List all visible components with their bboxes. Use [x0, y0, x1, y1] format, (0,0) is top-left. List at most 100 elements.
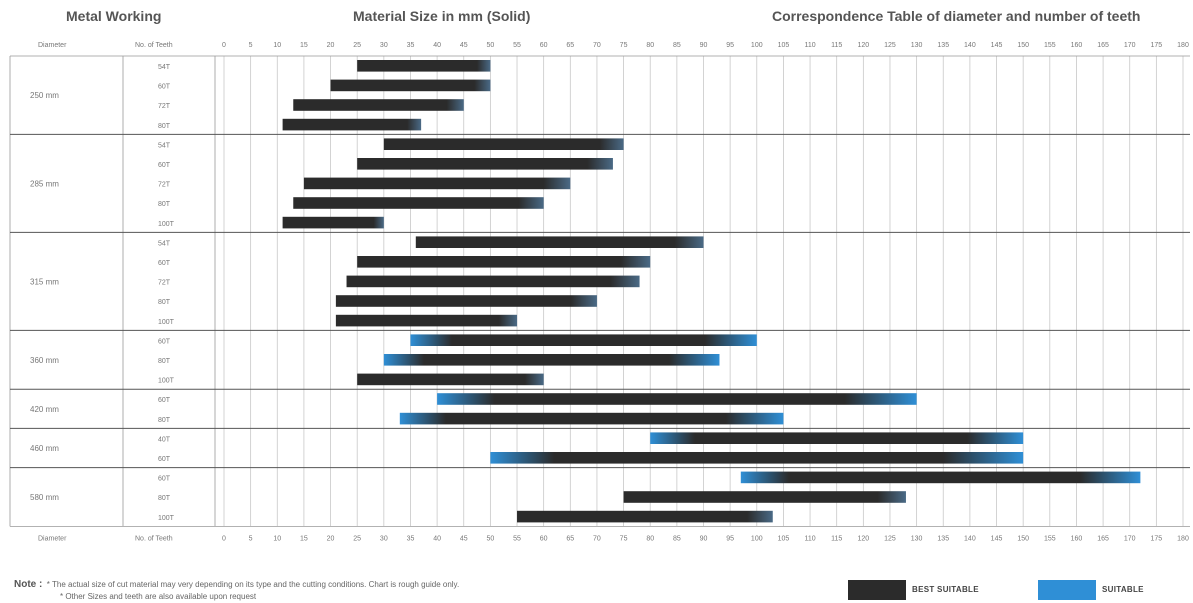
x-tick-label-top: 100: [751, 42, 763, 49]
x-tick-label-bottom: 35: [407, 535, 415, 542]
range-bar: [357, 373, 544, 386]
x-tick-label-bottom: 30: [380, 535, 388, 542]
range-bar: [282, 118, 422, 131]
x-tick-label-bottom: 0: [222, 535, 226, 542]
x-tick-label-bottom: 25: [353, 535, 361, 542]
x-tick-label-bottom: 120: [857, 535, 869, 542]
teeth-label: 54T: [158, 64, 171, 71]
teeth-label: 60T: [158, 397, 171, 404]
x-tick-label-bottom: 50: [486, 535, 494, 542]
diameter-label: 360 mm: [30, 356, 59, 365]
teeth-label: 72T: [158, 103, 171, 110]
x-tick-label-bottom: 90: [700, 535, 708, 542]
legend-best-swatch: [848, 580, 906, 600]
x-tick-label-bottom: 15: [300, 535, 308, 542]
range-bar-chart: 0055101015152020252530303535404045455050…: [9, 42, 1190, 542]
x-tick-label-bottom: 80: [646, 535, 654, 542]
x-tick-label-bottom: 155: [1044, 535, 1056, 542]
x-tick-label-top: 30: [380, 42, 388, 49]
legend-suitable-label: SUITABLE: [1102, 585, 1144, 594]
x-tick-label-top: 35: [407, 42, 415, 49]
teeth-label: 100T: [158, 319, 175, 326]
diameter-label: 285 mm: [30, 179, 59, 188]
x-tick-label-top: 5: [249, 42, 253, 49]
x-tick-label-top: 170: [1124, 42, 1136, 49]
x-tick-label-bottom: 115: [831, 535, 842, 542]
x-tick-label-top: 95: [726, 42, 734, 49]
x-tick-label-bottom: 75: [620, 535, 628, 542]
teeth-label: 60T: [158, 260, 171, 267]
range-bar: [335, 314, 518, 327]
x-tick-label-bottom: 175: [1151, 535, 1163, 542]
x-tick-label-bottom: 5: [249, 535, 253, 542]
x-tick-label-top: 50: [486, 42, 494, 49]
teeth-label: 60T: [158, 84, 171, 91]
x-tick-label-top: 90: [700, 42, 708, 49]
x-tick-label-bottom: 170: [1124, 535, 1136, 542]
range-bar: [346, 275, 640, 288]
range-bar: [415, 236, 704, 248]
x-tick-label-top: 125: [884, 42, 896, 49]
range-bar: [399, 412, 784, 425]
x-tick-label-top: 60: [540, 42, 548, 49]
x-tick-label-bottom: 100: [751, 535, 763, 542]
x-tick-label-top: 105: [778, 42, 790, 49]
diameter-label: 420 mm: [30, 405, 59, 414]
x-tick-label-bottom: 70: [593, 535, 601, 542]
teeth-column-footer: No. of Teeth: [135, 535, 173, 542]
range-bar: [437, 393, 917, 405]
x-tick-label-bottom: 105: [778, 535, 790, 542]
teeth-label: 60T: [158, 476, 171, 483]
x-tick-label-bottom: 40: [433, 535, 441, 542]
x-tick-label-bottom: 10: [273, 535, 281, 542]
x-tick-label-top: 45: [460, 42, 468, 49]
x-tick-label-top: 10: [273, 42, 281, 49]
x-tick-label-top: 120: [857, 42, 869, 49]
x-tick-label-bottom: 145: [991, 535, 1003, 542]
x-tick-label-bottom: 150: [1017, 535, 1029, 542]
header-correspondence-table: Correspondence Table of diameter and num…: [772, 8, 1141, 24]
range-bar: [282, 216, 384, 229]
teeth-label: 54T: [158, 142, 171, 149]
x-tick-label-top: 140: [964, 42, 976, 49]
x-tick-label-bottom: 140: [964, 535, 976, 542]
x-tick-label-top: 40: [433, 42, 441, 49]
x-tick-label-top: 115: [831, 42, 842, 49]
x-tick-label-bottom: 165: [1097, 535, 1109, 542]
x-tick-label-bottom: 160: [1071, 535, 1083, 542]
teeth-column-header: No. of Teeth: [135, 42, 173, 49]
range-bar: [383, 138, 624, 150]
teeth-label: 60T: [158, 162, 171, 169]
x-tick-label-top: 85: [673, 42, 681, 49]
x-tick-label-top: 25: [353, 42, 361, 49]
x-tick-label-top: 110: [804, 42, 815, 49]
x-tick-label-top: 75: [620, 42, 628, 49]
header-metal-working: Metal Working: [66, 8, 162, 24]
note-line-2: * Other Sizes and teeth are also availab…: [60, 592, 257, 601]
teeth-label: 80T: [158, 358, 171, 365]
note-line-1: Note : * The actual size of cut material…: [14, 579, 459, 590]
teeth-label: 80T: [158, 201, 171, 208]
x-tick-label-top: 155: [1044, 42, 1056, 49]
x-tick-label-top: 65: [566, 42, 574, 49]
teeth-label: 80T: [158, 299, 171, 306]
x-tick-label-bottom: 65: [566, 535, 574, 542]
range-bar: [383, 354, 720, 366]
x-tick-label-top: 160: [1071, 42, 1083, 49]
chart-title: Material Size in mm (Solid): [353, 8, 531, 24]
x-tick-label-top: 175: [1151, 42, 1163, 49]
teeth-label: 80T: [158, 417, 171, 424]
range-bar: [740, 471, 1141, 484]
teeth-label: 100T: [158, 515, 175, 522]
x-tick-label-top: 135: [937, 42, 949, 49]
x-tick-label-top: 180: [1177, 42, 1189, 49]
legend-suitable-swatch: [1038, 580, 1096, 600]
range-bar: [293, 197, 544, 209]
x-tick-label-bottom: 130: [911, 535, 923, 542]
range-bar: [650, 432, 1024, 444]
x-tick-label-bottom: 180: [1177, 535, 1189, 542]
x-tick-label-bottom: 95: [726, 535, 734, 542]
diameter-label: 250 mm: [30, 91, 59, 100]
x-tick-label-top: 165: [1097, 42, 1109, 49]
